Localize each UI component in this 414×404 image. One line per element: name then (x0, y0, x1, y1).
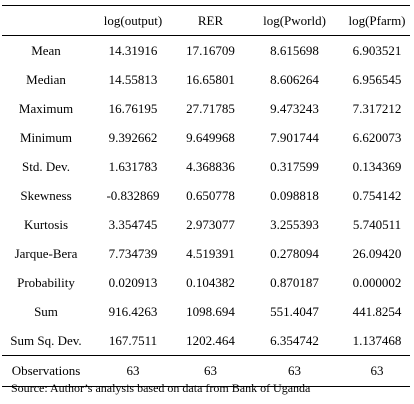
table-row: Sum Sq. Dev. 167.7511 1202.464 6.354742 1.13… (2, 326, 410, 356)
table-body: Mean 14.31916 17.16709 8.615698 6.903521 Medi… (2, 36, 410, 387)
table-cell: 7.317212 (352, 100, 402, 116)
descriptive-statistics-table: log(output) RER log(Pworld) log(Pfarm) M… (2, 5, 410, 387)
table-cell: 0.020913 (108, 274, 158, 290)
table-cell: 6.956545 (352, 71, 402, 87)
header-cell-log-output: log(output) (90, 5, 176, 36)
table-cell: 0.000002 (352, 274, 402, 290)
table-cell: 3.354745 (108, 216, 158, 232)
table-row: Skewness -0.832869 0.650778 0.098818 0.75414… (2, 181, 410, 210)
table-row: Std. Dev. 1.631783 4.368836 0.317599 0.13436… (2, 152, 410, 181)
table-cell: 14.55813 (108, 71, 158, 87)
row-label: Maximum (18, 100, 74, 116)
table-cell: 8.615698 (270, 42, 319, 58)
table-row: Probability 0.020913 0.104382 0.870187 0.000… (2, 268, 410, 297)
row-label: Jarque-Bera (14, 245, 78, 261)
table-cell: 1098.694 (186, 303, 235, 319)
row-label: Minimum (19, 129, 72, 145)
row-label: Std. Dev. (22, 158, 70, 174)
header-cell-rer: RER (176, 5, 245, 36)
table-cell: 0.104382 (186, 274, 235, 290)
table-cell: 26.09420 (352, 245, 402, 261)
table-cell: 4.368836 (186, 158, 235, 174)
table-cell: 9.473243 (270, 100, 319, 116)
table-cell: 1.137468 (352, 332, 402, 348)
table-cell: 0.278094 (270, 245, 319, 261)
table-cell: 63 (245, 355, 344, 387)
table-cell: 27.71785 (186, 100, 235, 116)
row-label: Sum (34, 303, 58, 319)
header-cell-blank (2, 5, 90, 36)
table-cell: 17.16709 (186, 42, 235, 58)
table-cell: 0.317599 (270, 158, 319, 174)
table-cell: 63 (176, 355, 245, 387)
table-row: Median 14.55813 16.65801 8.606264 6.956545 (2, 65, 410, 94)
table-cell: 9.392662 (108, 129, 158, 145)
table-cell: 0.650778 (186, 187, 235, 203)
table-cell: 916.4263 (108, 303, 158, 319)
table-row: Jarque-Bera 7.734739 4.519391 0.278094 26.09… (2, 239, 410, 268)
table-cell: 1.631783 (108, 158, 158, 174)
table-cell: 9.649968 (186, 129, 235, 145)
table-cell: 2.973077 (186, 216, 235, 232)
source-note: Source: Author’s analysis based on data … (11, 381, 311, 395)
row-label: Kurtosis (23, 216, 69, 232)
table-row: Minimum 9.392662 9.649968 7.901744 6.620073 (2, 123, 410, 152)
table-row: Maximum 16.76195 27.71785 9.473243 7.317212 (2, 94, 410, 123)
header-cell-log-pworld: log(Pworld) (245, 5, 344, 36)
row-label: Probability (17, 274, 75, 290)
table-cell: 0.098818 (270, 187, 319, 203)
table-cell: 5.740511 (352, 216, 402, 232)
table-cell: 551.4047 (270, 303, 319, 319)
table-row: Mean 14.31916 17.16709 8.615698 6.903521 (2, 36, 410, 66)
table-cell: 16.65801 (186, 71, 235, 87)
table-row: Sum 916.4263 1098.694 551.4047 441.8254 (2, 297, 410, 326)
table-cell: 0.134369 (352, 158, 402, 174)
table-cell: 0.870187 (270, 274, 319, 290)
table-cell: -0.832869 (106, 187, 160, 203)
table-cell: 63 (90, 355, 176, 387)
observations-row: Observations 63 63 63 63 (2, 355, 410, 387)
row-label: Sum Sq. Dev. (10, 332, 82, 348)
table-cell: 441.8254 (352, 303, 402, 319)
table-cell: 0.754142 (352, 187, 402, 203)
header-row: log(output) RER log(Pworld) log(Pfarm) (2, 5, 410, 36)
row-label: Mean (31, 42, 61, 58)
table-cell: 6.620073 (352, 129, 402, 145)
table-cell: 8.606264 (270, 71, 319, 87)
table-cell: 1202.464 (186, 332, 235, 348)
table-cell: 6.903521 (352, 42, 402, 58)
table-cell: 6.354742 (270, 332, 319, 348)
table-cell: 63 (344, 355, 410, 387)
table-header: log(output) RER log(Pworld) log(Pfarm) (2, 5, 410, 36)
table-cell: 167.7511 (108, 332, 158, 348)
table-cell: 7.901744 (270, 129, 319, 145)
table-cell: 16.76195 (108, 100, 158, 116)
table-row: Kurtosis 3.354745 2.973077 3.255393 5.740511 (2, 210, 410, 239)
table-cell: 4.519391 (186, 245, 235, 261)
table-cell: 3.255393 (270, 216, 319, 232)
header-cell-log-pfarm: log(Pfarm) (344, 5, 410, 36)
row-label: Median (26, 71, 66, 87)
row-label: Observations (2, 355, 90, 387)
table-cell: 14.31916 (108, 42, 158, 58)
table-cell: 7.734739 (108, 245, 158, 261)
row-label: Skewness (20, 187, 72, 203)
